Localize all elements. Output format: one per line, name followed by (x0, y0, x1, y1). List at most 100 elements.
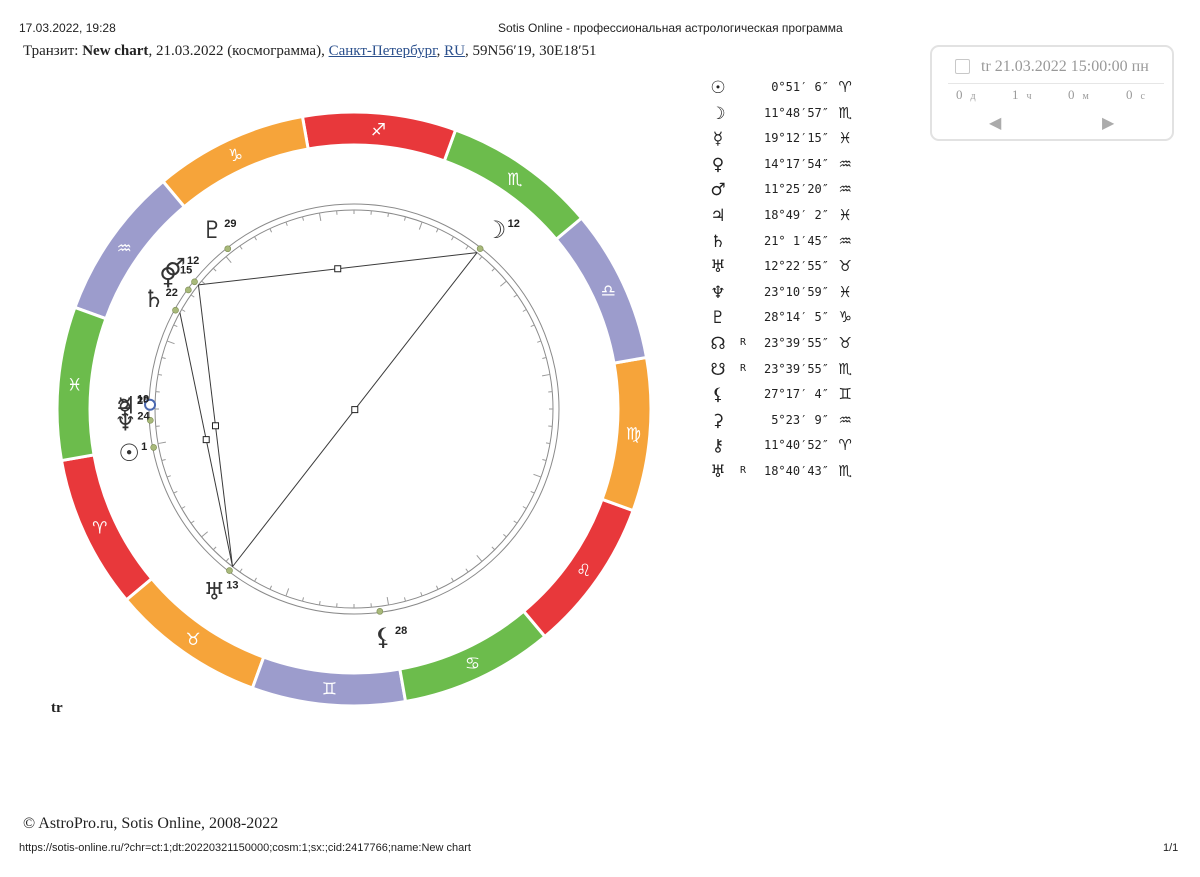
degree-tick (542, 373, 551, 377)
copyright: © AstroPro.ru, Sotis Online, 2008-2022 (23, 815, 279, 832)
retrograde-flag: R (740, 336, 747, 348)
degree-tick (545, 442, 551, 445)
degree-tick (478, 256, 483, 260)
aspect-marker (334, 265, 342, 273)
jupiter-icon: ♃ (114, 391, 136, 419)
zodiac-sign-icon: ♋ (465, 654, 480, 674)
planet-glyph-icon: ☉ (710, 78, 726, 98)
zodiac-sign-icon: ♈ (92, 519, 107, 539)
degree-tick (435, 228, 439, 233)
degree-tick (239, 568, 243, 573)
neptune-icon: ♆ (115, 409, 137, 437)
zodiac-sign-icon: ♏ (838, 103, 852, 122)
transit-datetime[interactable]: tr 21.03.2022 15:00:00 пн (981, 58, 1149, 75)
planet-degree-label: 12 (508, 218, 520, 230)
step-seconds-unit: с (1140, 91, 1145, 102)
planet-glyph-icon: ♆ (710, 282, 726, 303)
degree-tick (157, 373, 163, 376)
sun-icon: ☉ (118, 439, 140, 467)
degree-tick (435, 585, 439, 590)
planet-position-value: 27°17′ 4″ (763, 387, 829, 402)
planet-marker (191, 278, 198, 286)
moon-icon: ☽ (485, 216, 507, 244)
degree-tick (190, 520, 195, 524)
planet-degree-label: 28 (395, 625, 407, 637)
planet-glyph-icon: ♅ (710, 257, 726, 278)
mars-icon: ♂ (164, 253, 186, 281)
aspect-marker (211, 422, 219, 430)
degree-tick (285, 588, 290, 597)
zodiac-sign-icon: ♓ (838, 205, 852, 224)
zodiac-sign-icon: ♒ (838, 154, 852, 173)
planet-row: ♆ 23°10′59″ ♓ (707, 283, 857, 309)
degree-tick (522, 506, 527, 509)
planet-row: ☿ 19°12′15″ ♓ (707, 129, 857, 155)
planet-degree-label: 15 (180, 264, 192, 276)
aspect-marker (351, 406, 359, 414)
step-minutes-value: 0 (1068, 87, 1075, 102)
zodiac-sign-icon: ♏ (507, 170, 522, 190)
zodiac-sign-icon: ♒ (117, 239, 132, 259)
planet-position-value: 28°14′ 5″ (763, 310, 829, 325)
planet-marker (226, 567, 233, 574)
degree-tick (212, 546, 217, 551)
prev-arrow-icon[interactable]: ◀ (989, 113, 1002, 132)
degree-tick (254, 236, 257, 241)
degree-tick (269, 585, 273, 590)
zodiac-sign-icon: ♍ (626, 424, 641, 444)
planet-glyph-icon: ☋ (710, 359, 726, 380)
degree-tick (212, 267, 217, 272)
planet-glyph-icon: ⚳ (711, 410, 725, 431)
planet-glyph-icon: ☽ (710, 103, 726, 124)
planet-glyph-icon: ⚸ (711, 385, 725, 406)
planet-marker (172, 306, 179, 314)
planet-marker (144, 398, 157, 411)
city-link[interactable]: Санкт-Петербург (328, 43, 437, 59)
planet-position-value: 23°10′59″ (763, 284, 829, 299)
planet-marker (185, 286, 192, 294)
date-panel-divider (948, 83, 1164, 84)
degree-tick (387, 212, 390, 218)
planet-row: ☊ R 23°39′55″ ♉ (707, 334, 857, 360)
date-checkbox[interactable] (955, 59, 970, 74)
degree-tick (173, 490, 178, 494)
zodiac-sign-icon: ♐ (371, 121, 386, 141)
degree-tick (173, 324, 178, 328)
degree-tick (269, 228, 273, 233)
step-seconds-value: 0 (1126, 87, 1133, 102)
degree-tick (522, 309, 527, 312)
zodiac-sign-icon: ♑ (838, 308, 852, 327)
degree-tick (530, 324, 535, 328)
chart-coords: , 59N56′19, 30E18′51 (464, 43, 597, 59)
country-link[interactable]: RU (444, 43, 465, 59)
degree-tick (499, 280, 507, 287)
page-number: 1/1 (1163, 842, 1179, 854)
planet-positions-table: ☉ 0°51′ 6″ ♈ ☽ 11°48′57″ ♏ ☿ 19°12′15″ ♓ ♀ 14°17′5… (707, 78, 857, 488)
aspect-marker (202, 436, 210, 444)
planet-glyph-icon: ☿ (712, 129, 724, 150)
degree-tick (476, 554, 483, 562)
degree-tick (403, 597, 406, 602)
degree-tick (420, 592, 423, 597)
planet-degree-label: 29 (224, 218, 236, 230)
zodiac-sign-icon: ♈ (838, 436, 852, 455)
planet-position-value: 11°48′57″ (763, 105, 829, 120)
planet-position-value: 23°39′55″ (763, 335, 829, 350)
degree-tick (465, 568, 469, 573)
footer-url: https://sotis-online.ru/?chr=ct:1;dt:202… (19, 842, 471, 854)
degree-tick (181, 309, 186, 312)
degree-tick (285, 221, 288, 226)
zodiac-sign-icon: ♒ (838, 231, 852, 250)
next-arrow-icon[interactable]: ▶ (1102, 113, 1115, 132)
planet-glyph-icon: ⚷ (711, 436, 725, 457)
degree-tick (542, 357, 547, 360)
zodiac-sign-icon: ♑ (228, 146, 243, 166)
planet-marker (224, 245, 232, 253)
planet-position-value: 21° 1′45″ (763, 233, 829, 248)
transit-label: tr (51, 700, 63, 716)
degree-tick (225, 256, 232, 264)
